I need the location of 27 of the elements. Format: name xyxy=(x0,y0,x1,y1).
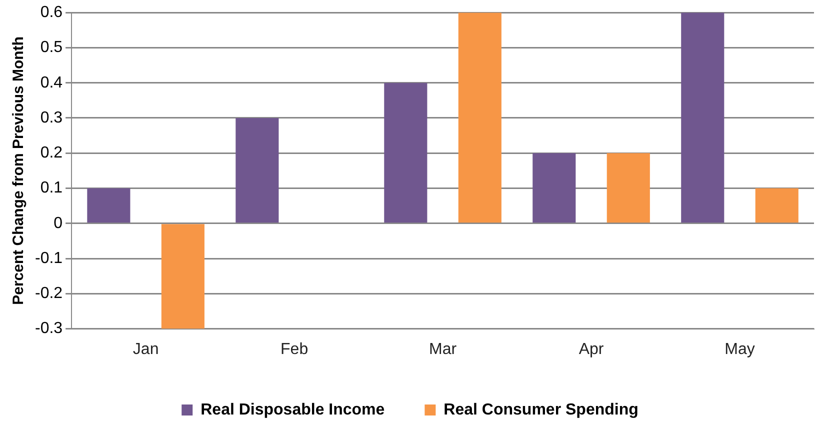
bar xyxy=(161,224,204,329)
y-tick-label: 0.6 xyxy=(40,4,63,22)
y-tick-label: 0.3 xyxy=(40,109,63,126)
legend-label: Real Consumer Spending xyxy=(444,401,638,418)
bar xyxy=(681,12,724,223)
x-tick-label: Mar xyxy=(429,340,458,358)
y-tick-label: -0.2 xyxy=(34,285,63,302)
x-tick-label: May xyxy=(724,340,755,358)
x-tick-label: Apr xyxy=(578,340,604,358)
legend-label: Real Disposable Income xyxy=(200,401,385,418)
y-tick-label: -0.1 xyxy=(34,250,63,267)
bar xyxy=(532,153,576,223)
bar xyxy=(755,188,798,223)
y-tick-label: 0.2 xyxy=(40,144,63,162)
y-tick-label: 0.5 xyxy=(40,39,63,56)
bar xyxy=(236,118,279,223)
y-tick-label: 0.4 xyxy=(40,74,63,92)
y-axis-title: Percent Change from Previous Month xyxy=(10,36,28,305)
bar xyxy=(458,12,502,223)
bar xyxy=(606,153,650,223)
y-tick-label: 0.1 xyxy=(40,180,63,197)
bar xyxy=(384,82,428,223)
y-tick-label: -0.3 xyxy=(34,320,63,338)
bar xyxy=(87,188,130,223)
y-tick-label: 0 xyxy=(54,214,63,232)
x-tick-label: Feb xyxy=(280,340,308,358)
x-tick-label: Jan xyxy=(132,340,159,358)
